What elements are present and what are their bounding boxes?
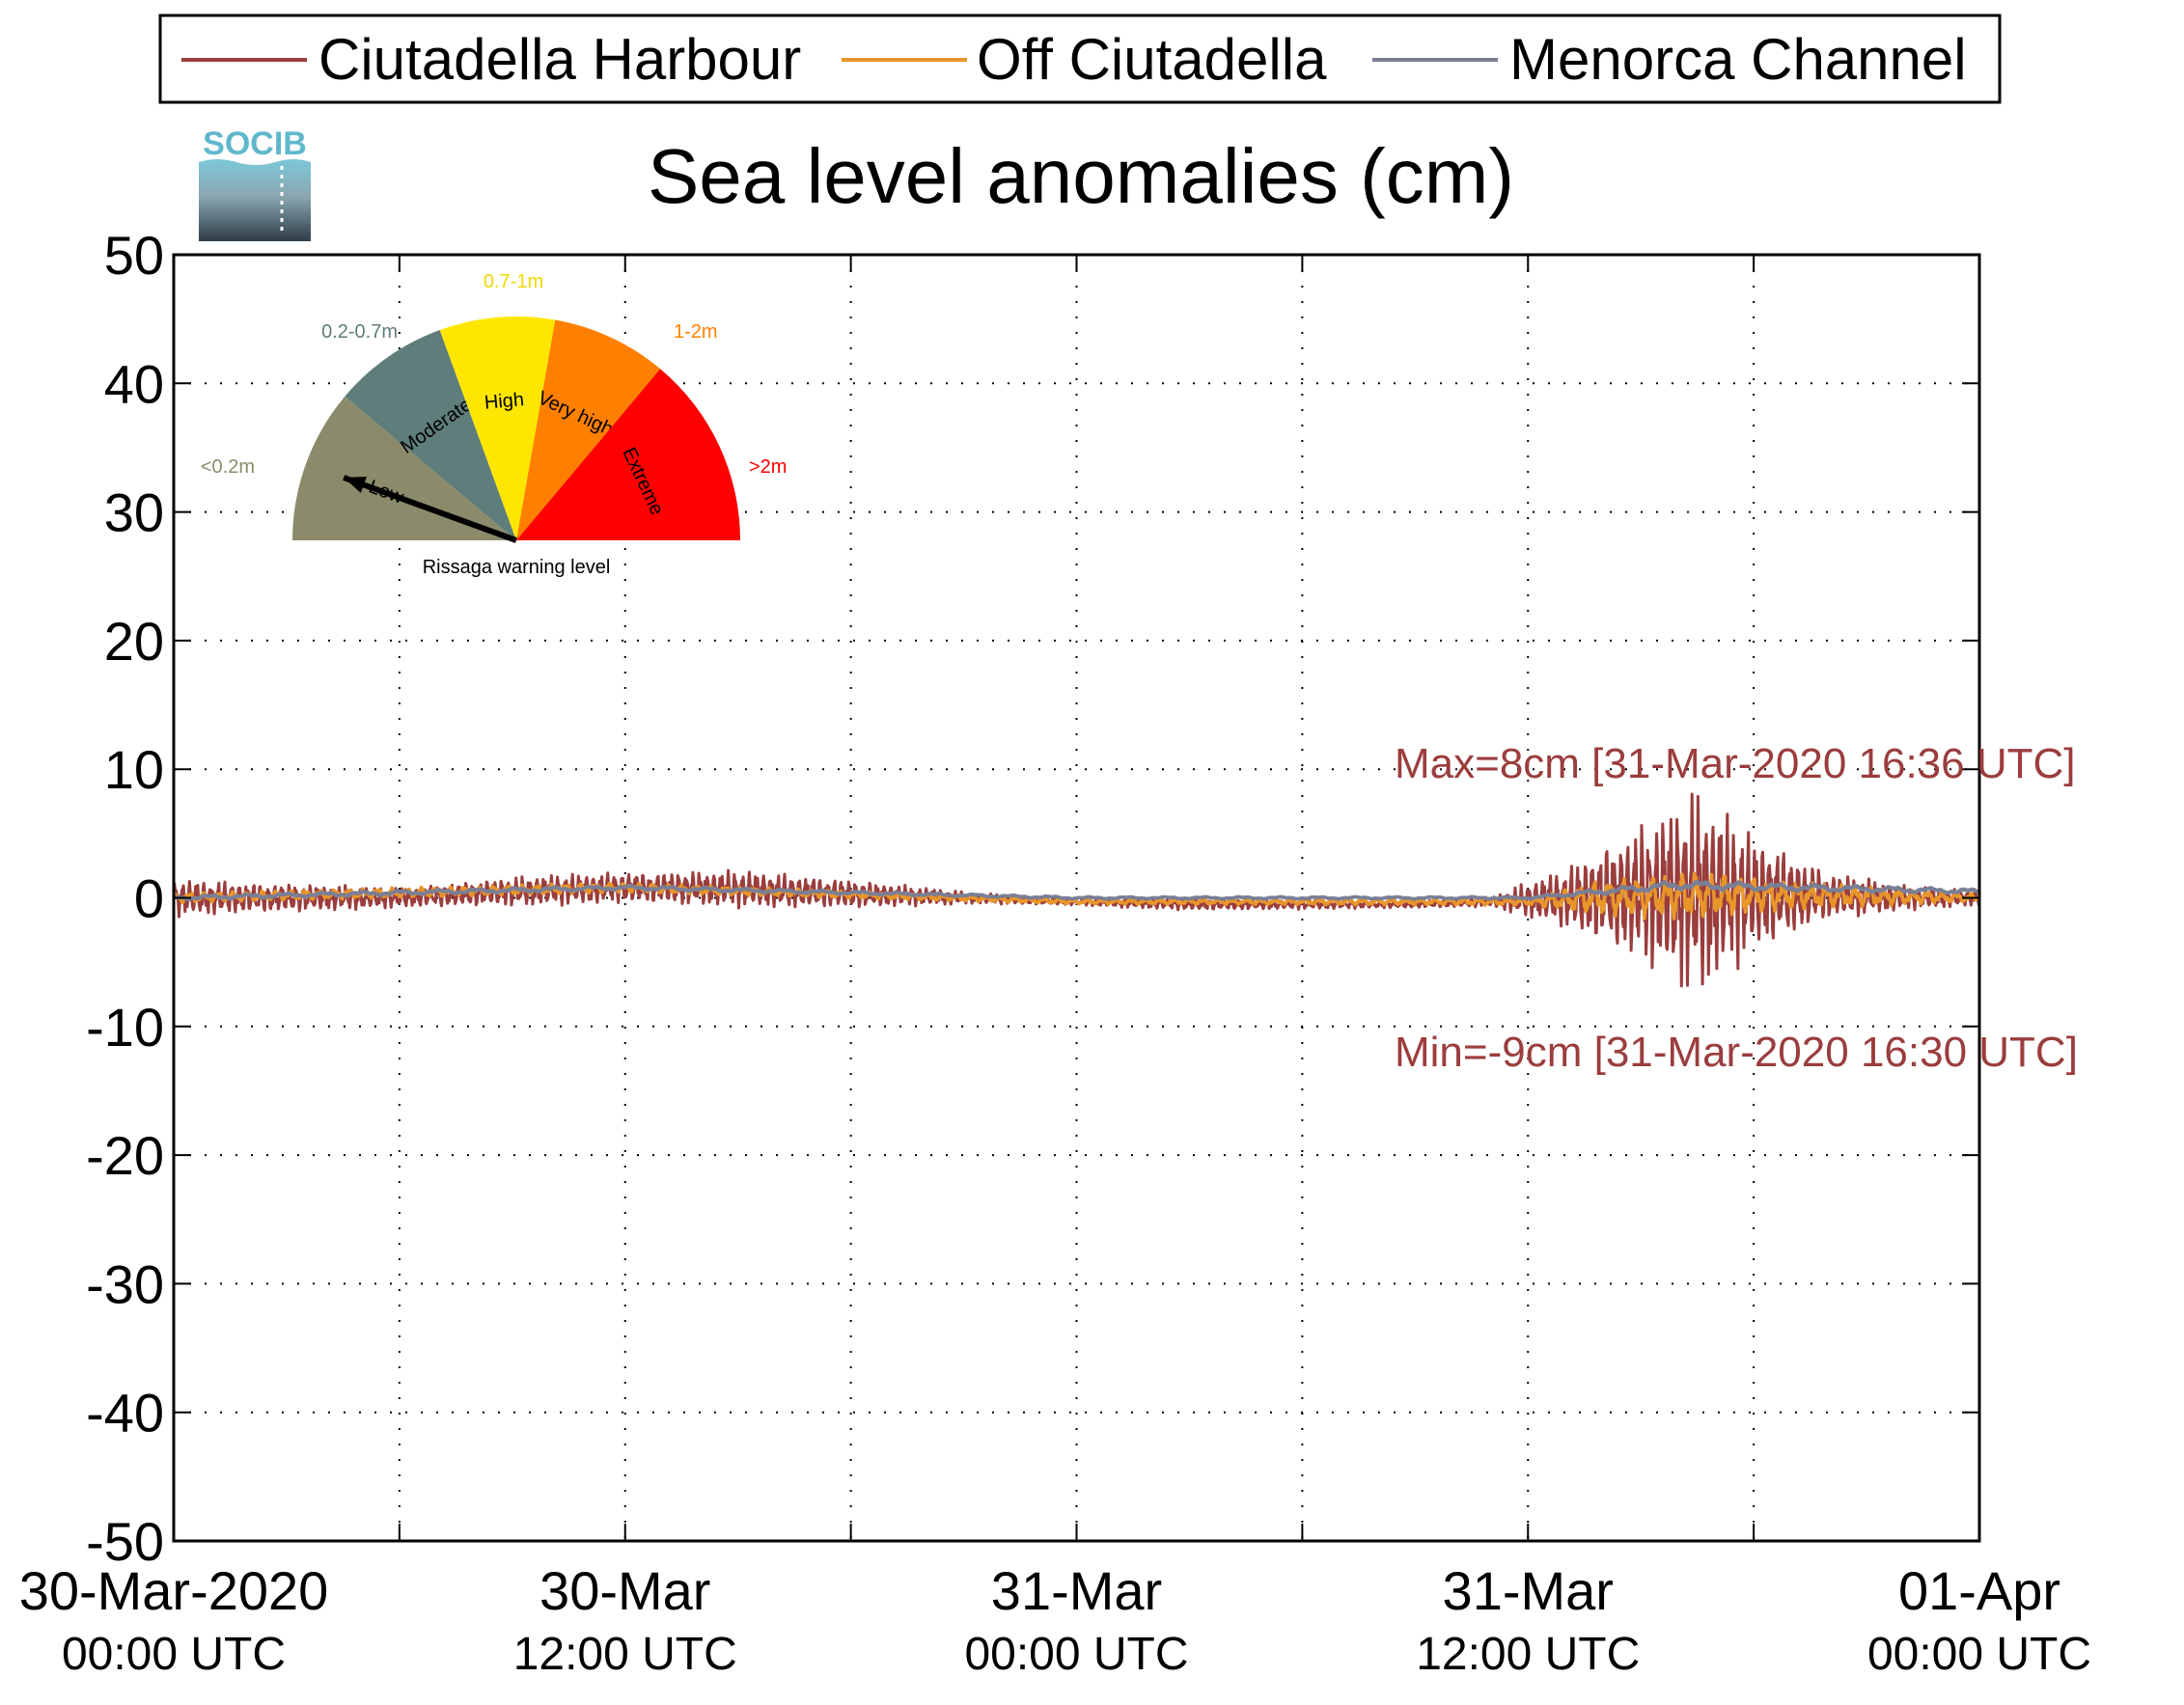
legend-label-menorca-channel: Menorca Channel <box>1509 27 1967 92</box>
gauge-segment-extreme <box>516 369 740 540</box>
y-tick-label: -50 <box>86 1511 164 1572</box>
gauge-range-label: >2m <box>749 456 787 478</box>
gauge-range-label: 0.2-0.7m <box>321 321 398 343</box>
y-tick-label: -10 <box>86 997 164 1058</box>
gauge-range-label: <0.2m <box>201 456 255 478</box>
annotations: Max=8cm [31-Mar-2020 16:36 UTC] Min=-9cm … <box>1395 740 2078 1076</box>
legend-label-ciutadella-harbour: Ciutadella Harbour <box>318 27 801 92</box>
y-tick-label: -40 <box>86 1383 164 1444</box>
gauge-segment-high <box>439 316 556 540</box>
gauge-segment-very-high <box>516 319 661 540</box>
y-tick-label: 40 <box>104 353 164 414</box>
legend-label-off-ciutadella: Off Ciutadella <box>977 27 1327 92</box>
gauge-range-label: 0.7-1m <box>484 271 543 292</box>
y-tick-label: -30 <box>86 1253 164 1314</box>
x-tick-label-date: 01-Apr <box>1898 1560 2060 1621</box>
gauge-needle-arrowhead <box>344 477 367 493</box>
gauge-title: Rissaga warning level <box>423 557 611 578</box>
gauge-category-label: High <box>484 389 525 414</box>
y-tick-label: 10 <box>104 739 164 800</box>
x-tick-label-time: 12:00 UTC <box>1416 1629 1640 1680</box>
x-tick-label-time: 00:00 UTC <box>1867 1629 2091 1680</box>
y-tick-label: 0 <box>134 868 164 929</box>
chart-title: Sea level anomalies (cm) <box>648 133 1514 219</box>
x-tick-label-time: 12:00 UTC <box>513 1629 737 1680</box>
gauge-segment-moderate <box>345 330 516 540</box>
x-tick-label-date: 31-Mar <box>991 1560 1162 1621</box>
x-tick-label-date: 31-Mar <box>1443 1560 1614 1621</box>
socib-logo-text: SOCIB <box>203 125 307 162</box>
min-annotation: Min=-9cm [31-Mar-2020 16:30 UTC] <box>1395 1029 2078 1076</box>
x-axis-tick-labels: 30-Mar-2020 00:00 UTC 30-Mar 12:00 UTC 31-Ma… <box>19 1560 2091 1680</box>
y-axis-tick-labels: 50 40 30 20 10 0 -10 -20 -30 -40 -50 <box>86 225 164 1572</box>
series-line-menorca-channel <box>173 879 1980 902</box>
y-tick-label: 20 <box>104 611 164 672</box>
gauge-range-label: 1-2m <box>674 321 718 343</box>
legend: Ciutadella Harbour Off Ciutadella Menorc… <box>158 14 2002 104</box>
series-layer <box>172 792 1981 988</box>
gauge-needle <box>343 475 518 543</box>
y-tick-label: 30 <box>104 482 164 543</box>
socib-logo: SOCIB <box>199 125 311 241</box>
legend-box <box>158 14 2002 104</box>
axis-ticks <box>173 254 1980 1542</box>
y-tick-label: -20 <box>86 1125 164 1186</box>
x-tick-label-date: 30-Mar <box>539 1560 710 1621</box>
y-tick-label: 50 <box>104 225 164 286</box>
x-tick-label-time: 00:00 UTC <box>62 1629 286 1680</box>
socib-logo-wave-icon <box>199 159 311 241</box>
max-annotation: Max=8cm [31-Mar-2020 16:36 UTC] <box>1395 740 2076 787</box>
x-tick-label-time: 00:00 UTC <box>964 1629 1188 1680</box>
gauge-segment-low <box>292 396 516 540</box>
x-tick-label-date: 30-Mar-2020 <box>19 1560 329 1621</box>
